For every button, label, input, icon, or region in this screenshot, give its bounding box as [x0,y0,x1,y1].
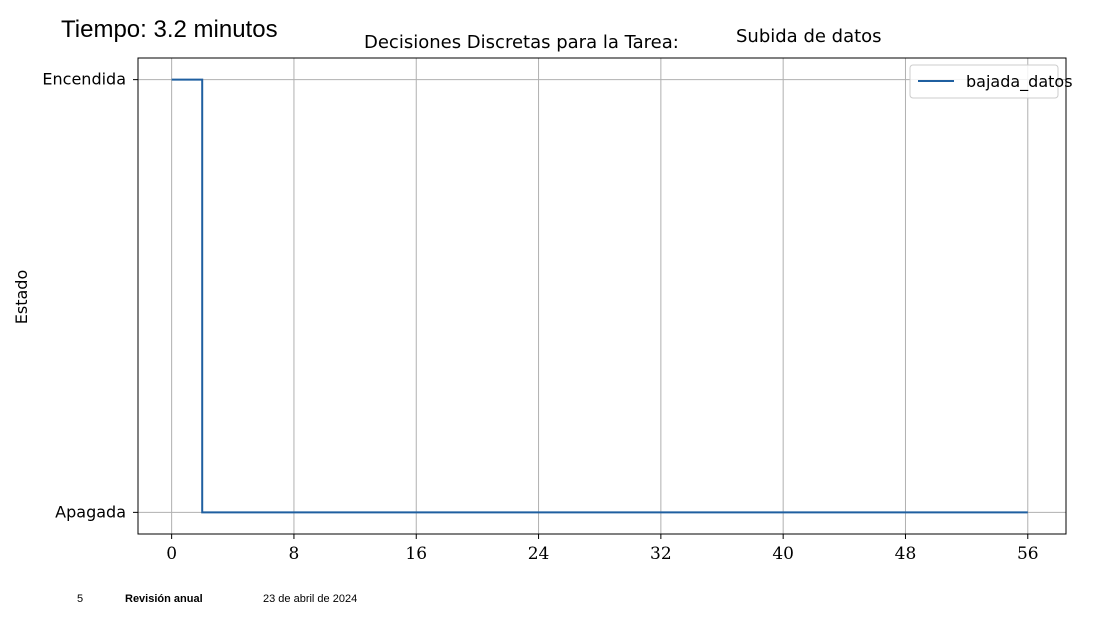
x-tick-label: 40 [772,544,794,564]
series-line-bajada_datos [171,78,1028,514]
time-label: Tiempo: 3.2 minutos [61,16,278,44]
time-value: 3.2 [153,16,187,43]
grid-layer [138,58,1066,534]
x-tick-layer: 0 8 16 24 32 40 48 56 [166,534,1039,564]
y-axis-label: Estado [12,270,31,324]
chart-title-task: Subida de datos [736,26,882,47]
footer-page-number: 5 [77,593,84,605]
plot-frame [137,57,1067,535]
legend-box [909,64,1059,99]
series-layer [171,78,1028,514]
x-tick-label: 16 [405,544,427,564]
footer-date: 23 de abril de 2024 [263,593,358,605]
legend: bajada_datos [909,64,1073,99]
y-tick-layer: Apagada Encendida [42,70,138,521]
x-tick-label: 0 [166,544,177,564]
x-tick-label: 56 [1017,544,1039,564]
footer-report-name: Revisión anual [125,593,203,605]
x-tick-label: 32 [650,544,672,564]
time-unit: minutos [193,16,278,43]
legend-label: bajada_datos [966,72,1073,92]
x-tick-label: 8 [289,544,300,564]
x-tick-label: 24 [528,544,550,564]
x-tick-label: 48 [895,544,917,564]
y-tick-label: Apagada [55,502,126,521]
chart-title: Decisiones Discretas para la Tarea: [364,32,679,53]
y-tick-label: Encendida [42,70,126,89]
time-prefix: Tiempo: [61,16,147,43]
